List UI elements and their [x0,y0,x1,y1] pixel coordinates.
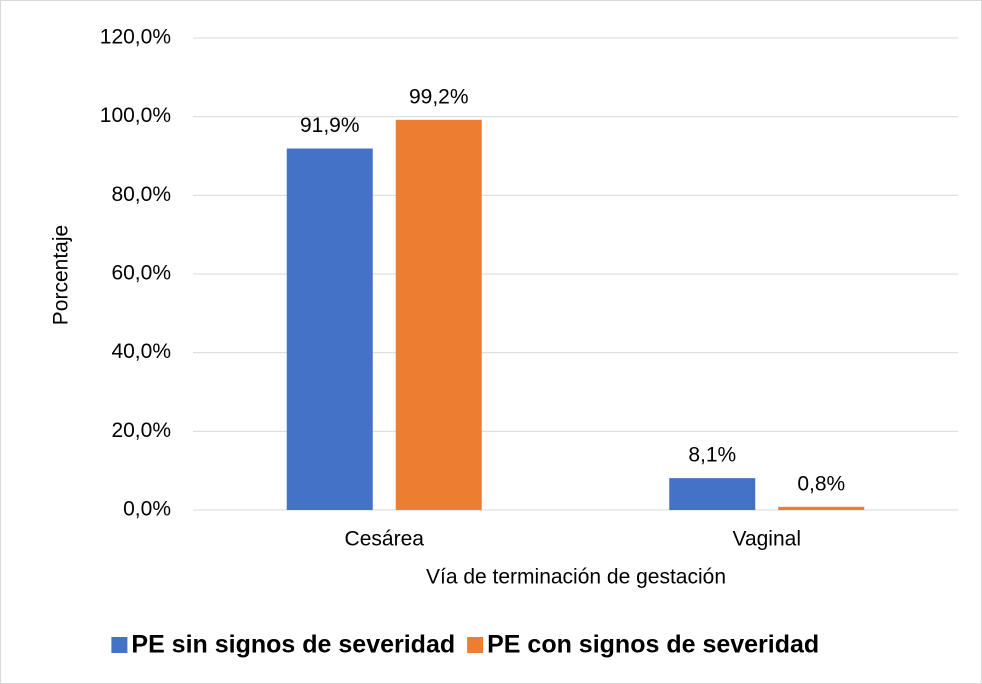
y-tick-label: 20,0% [111,419,171,442]
bar [778,506,865,510]
x-axis-title: Vía de terminación de gestación [426,566,726,589]
x-tick-label: Vaginal [733,528,802,551]
y-tick-label: 80,0% [111,183,171,206]
bar [286,148,373,510]
legend-swatch [111,637,128,653]
value-label: 8,1% [688,444,736,467]
x-tick-label: Cesárea [345,528,425,551]
value-label: 99,2% [409,85,469,108]
y-tick-label: 60,0% [111,262,171,285]
y-tick-label: 0,0% [123,498,171,521]
y-tick-label: 120,0% [100,26,171,49]
bar [395,119,482,511]
y-axis-title: Porcentaje [50,225,73,325]
value-label: 0,8% [797,472,845,495]
y-tick-label: 40,0% [111,340,171,363]
bar [669,478,756,510]
legend-label: PE con signos de severidad [487,631,819,659]
legend-label: PE sin signos de severidad [131,631,455,659]
y-tick-label: 100,0% [100,104,171,127]
legend-swatch [467,637,484,653]
value-label: 91,9% [300,114,360,137]
